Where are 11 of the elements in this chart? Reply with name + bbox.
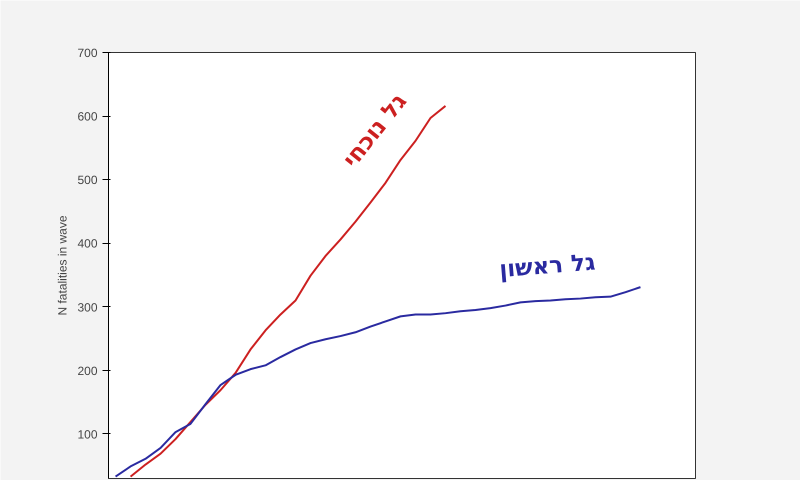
- series-label: גל ראשון: [498, 250, 596, 284]
- y-tick-label: 500: [77, 173, 98, 188]
- y-tick-label: 600: [77, 110, 98, 124]
- line-series: [114, 286, 642, 478]
- text: גל נוכחי: [338, 88, 412, 173]
- y-tick-label: 700: [77, 46, 98, 60]
- y-axis-title: N fatalities in wave: [55, 215, 70, 316]
- y-tick-label: 300: [77, 300, 98, 314]
- y-tick-label: 100: [77, 427, 98, 442]
- y-tick-label: 400: [77, 236, 98, 251]
- y-tick-label: 200: [77, 364, 98, 378]
